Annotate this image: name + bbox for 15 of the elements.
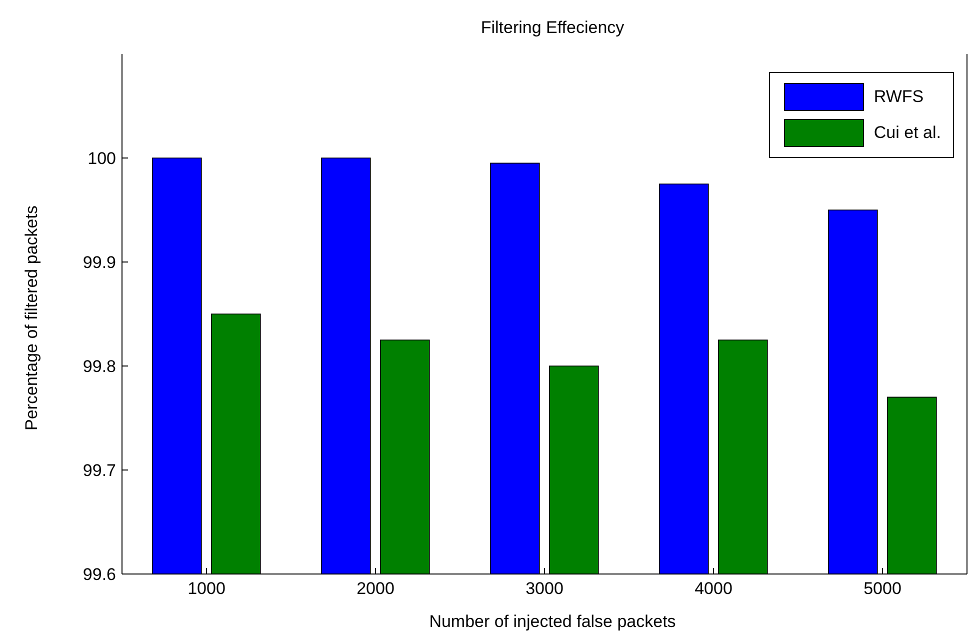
y-axis-title: Percentage of filtered packets <box>22 206 42 430</box>
y-tick-label: 99.6 <box>82 565 116 584</box>
y-tick-label: 100 <box>88 149 116 168</box>
x-axis-title: Number of injected false packets <box>428 612 677 632</box>
x-tick-label: 3000 <box>526 579 564 598</box>
legend-label: RWFS <box>874 87 924 107</box>
x-tick-label: 5000 <box>864 579 902 598</box>
y-tick-label: 99.8 <box>82 357 116 376</box>
x-tick-label: 1000 <box>188 579 226 598</box>
chart-title: Filtering Effeciency <box>480 18 626 38</box>
y-tick-label: 99.9 <box>82 253 116 272</box>
legend-label: Cui et al. <box>874 123 941 143</box>
x-tick-label: 2000 <box>356 579 394 598</box>
x-tick-label: 4000 <box>694 579 732 598</box>
y-tick-label: 99.7 <box>82 461 116 480</box>
